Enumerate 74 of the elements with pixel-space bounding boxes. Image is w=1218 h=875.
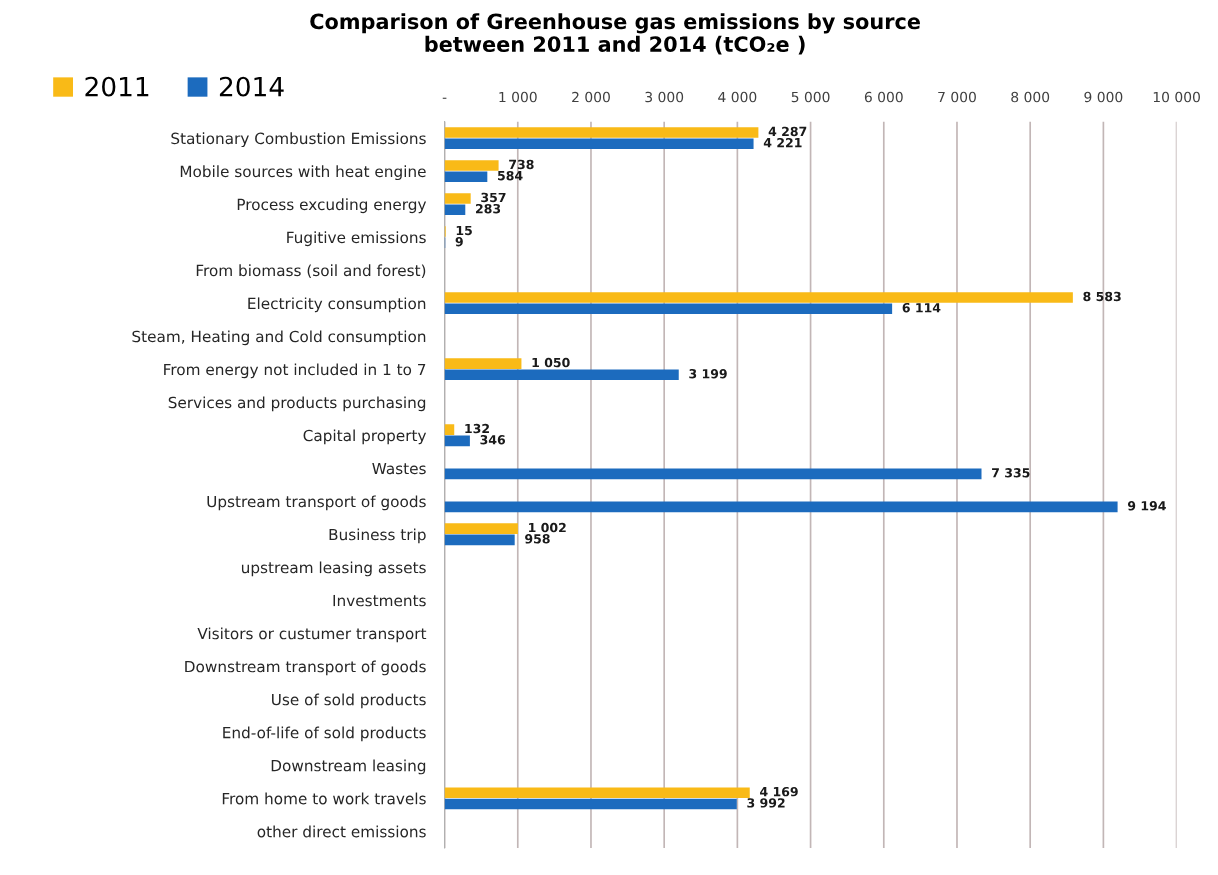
x-tick-label: 6 000 — [864, 91, 903, 103]
x-tick-label: - — [442, 97, 447, 99]
data-label: 8 583 — [1083, 291, 1121, 302]
x-tick-label: 4 000 — [718, 91, 757, 103]
bar — [444, 798, 737, 810]
data-label: 584 — [498, 170, 523, 181]
bar — [444, 127, 759, 138]
chart-title: Comparison of Greenhouse gas emissions by source between 2011 and 2014 (tCO₂e ) — [310, 13, 920, 55]
data-label: 958 — [525, 534, 550, 544]
data-label: 132 — [465, 423, 489, 434]
y-tick-label: Downstream leasing — [271, 759, 426, 775]
bar — [444, 193, 471, 204]
bar — [444, 292, 1073, 303]
y-tick-label: Services and products purchasing — [168, 396, 426, 412]
y-tick-label: From energy not included in 1 to 7 — [164, 363, 426, 379]
bar — [444, 424, 455, 435]
bar — [444, 171, 488, 183]
data-label: 15 — [456, 225, 472, 236]
y-tick-label: Visitors or custumer transport — [197, 627, 427, 643]
y-tick-label: Business trip — [329, 528, 426, 544]
bar — [444, 468, 982, 480]
bar — [444, 369, 679, 381]
y-tick-label: upstream leasing assets — [241, 561, 426, 577]
bar — [444, 523, 518, 534]
bar — [444, 534, 515, 546]
data-label: 7 335 — [992, 468, 1030, 478]
x-tick-label: 10 000 — [1153, 91, 1200, 103]
legend-label: 2011 — [85, 76, 149, 97]
y-tick-label: End-of-life of sold products — [223, 726, 426, 742]
bar — [444, 435, 470, 447]
y-tick-label: Downstream transport of goods — [185, 660, 426, 676]
y-tick-label: Mobile sources with heat engine — [180, 165, 426, 181]
x-tick-label: 8 000 — [1011, 91, 1050, 103]
y-tick-label: Use of sold products — [272, 693, 426, 709]
y-tick-label: Steam, Heating and Cold consumption — [132, 330, 426, 346]
data-label: 1 002 — [529, 522, 566, 533]
y-tick-label: other direct emissions — [257, 825, 426, 838]
x-tick-label: 3 000 — [645, 91, 684, 103]
data-label: 9 — [455, 236, 463, 247]
y-tick-label: From home to work travels — [222, 792, 426, 805]
y-tick-label: From biomass (soil and forest) — [196, 264, 426, 278]
y-tick-label: Wastes — [372, 462, 426, 475]
y-tick-label: Stationary Combustion Emissions — [171, 132, 426, 148]
y-tick-label: Process excuding energy — [237, 198, 427, 214]
data-label: 283 — [476, 203, 501, 214]
data-label: 346 — [480, 435, 506, 445]
x-tick-label: 9 000 — [1084, 91, 1123, 103]
data-label: 6 114 — [902, 302, 941, 313]
data-label: 3 992 — [747, 798, 785, 808]
data-label: 738 — [509, 159, 534, 170]
data-label: 4 169 — [760, 786, 798, 797]
data-label: 357 — [481, 192, 506, 203]
data-label: 4 221 — [763, 137, 802, 148]
bar — [444, 160, 499, 171]
bar — [444, 303, 893, 315]
y-tick-label: Capital property — [303, 429, 427, 445]
x-tick-label: 1 000 — [499, 91, 537, 103]
data-label: 9 194 — [1127, 501, 1166, 511]
bar — [444, 138, 754, 150]
data-label: 4 287 — [768, 126, 807, 137]
x-tick-label: 2 000 — [572, 91, 610, 103]
y-tick-label: Investments — [333, 594, 426, 607]
bar — [444, 358, 522, 369]
x-tick-label: 7 000 — [938, 91, 976, 103]
bar — [444, 787, 750, 799]
legend-label: 2014 — [219, 76, 284, 97]
data-label: 1 050 — [532, 357, 570, 368]
y-tick-label: Fugitive emissions — [287, 231, 426, 247]
bar — [444, 501, 1118, 513]
y-tick-label: Electricity consumption — [248, 297, 426, 313]
data-label: 3 199 — [689, 368, 727, 379]
y-tick-label: Upstream transport of goods — [207, 495, 426, 511]
x-tick-label: 5 000 — [791, 91, 830, 103]
bar — [444, 204, 466, 216]
